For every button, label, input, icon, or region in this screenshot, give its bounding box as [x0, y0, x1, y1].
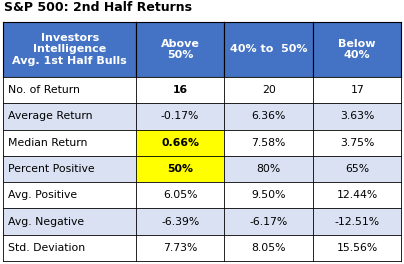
Text: 8.05%: 8.05% [251, 243, 286, 253]
Text: 6.05%: 6.05% [163, 190, 198, 200]
Text: -12.51%: -12.51% [335, 216, 380, 227]
Text: 12.44%: 12.44% [337, 190, 378, 200]
Text: Below
40%: Below 40% [339, 39, 376, 60]
Text: 80%: 80% [257, 164, 281, 174]
Text: 65%: 65% [345, 164, 369, 174]
Text: 7.58%: 7.58% [251, 138, 286, 148]
Text: 7.73%: 7.73% [163, 243, 197, 253]
Text: Std. Deviation: Std. Deviation [8, 243, 86, 253]
Text: 9.50%: 9.50% [251, 190, 286, 200]
Text: 40% to  50%: 40% to 50% [230, 45, 307, 54]
Text: S&P 500: 2nd Half Returns: S&P 500: 2nd Half Returns [4, 1, 192, 14]
Text: -0.17%: -0.17% [161, 111, 199, 121]
Text: Median Return: Median Return [8, 138, 88, 148]
Text: Percent Positive: Percent Positive [8, 164, 95, 174]
Text: No. of Return: No. of Return [8, 85, 80, 95]
Text: -6.39%: -6.39% [161, 216, 199, 227]
Text: 50%: 50% [167, 164, 193, 174]
Text: Avg. Negative: Avg. Negative [8, 216, 84, 227]
Text: 6.36%: 6.36% [251, 111, 286, 121]
Text: 20: 20 [262, 85, 276, 95]
Text: Average Return: Average Return [8, 111, 93, 121]
Text: 17: 17 [350, 85, 364, 95]
Text: Investors
Intelligence
Avg. 1st Half Bulls: Investors Intelligence Avg. 1st Half Bul… [12, 33, 127, 66]
Text: 3.63%: 3.63% [340, 111, 375, 121]
Text: -6.17%: -6.17% [250, 216, 288, 227]
Text: 3.75%: 3.75% [340, 138, 375, 148]
Text: 0.66%: 0.66% [161, 138, 199, 148]
Text: Above
50%: Above 50% [161, 39, 200, 60]
Text: 16: 16 [173, 85, 188, 95]
Text: 15.56%: 15.56% [337, 243, 378, 253]
Text: Avg. Positive: Avg. Positive [8, 190, 78, 200]
